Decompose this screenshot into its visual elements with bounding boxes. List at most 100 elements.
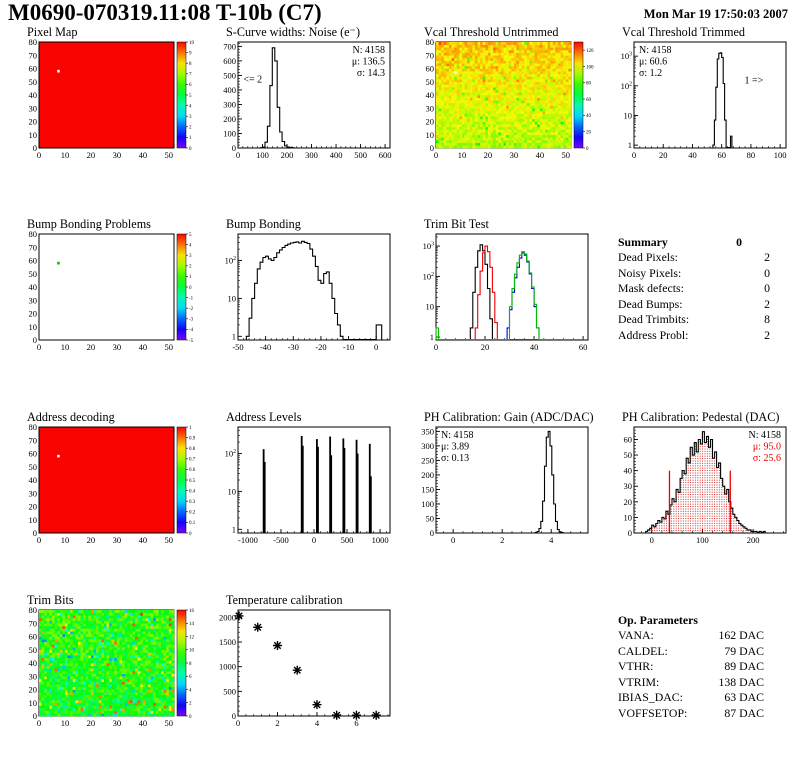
svg-text:20: 20 (426, 117, 435, 127)
chart-title: S-Curve widths: Noise (e⁻) (226, 25, 361, 39)
svg-text:0: 0 (430, 528, 434, 538)
svg-text:μ: 60.6: μ: 60.6 (639, 57, 667, 68)
svg-text:50: 50 (29, 462, 38, 472)
svg-text:100: 100 (421, 499, 434, 509)
summary-grade: 0 (736, 235, 742, 249)
chart-title: Trim Bit Test (424, 217, 489, 231)
summary-header: Summary 0 (618, 234, 770, 250)
svg-text:0.6: 0.6 (189, 468, 196, 473)
svg-text:20: 20 (29, 685, 38, 695)
svg-text:60: 60 (29, 632, 38, 642)
svg-text:30: 30 (29, 103, 38, 113)
svg-text:300: 300 (223, 99, 236, 109)
svg-text:0.3: 0.3 (189, 500, 196, 505)
panel-ph-gain: PH Calibration: Gain (ADC/DAC) 0 2 4 0 50 100… (398, 411, 597, 563)
summary-row-value: 0 (764, 281, 770, 296)
svg-text:10: 10 (29, 698, 38, 708)
summary-row-value: 8 (764, 312, 770, 327)
svg-text:40: 40 (688, 150, 697, 160)
svg-text:1: 1 (189, 426, 192, 431)
svg-text:102: 102 (225, 256, 237, 266)
trim-bit-test-chart: 0 20 40 60 1 10 102 103 (398, 231, 597, 369)
svg-text:70: 70 (29, 435, 38, 445)
svg-text:500: 500 (354, 150, 367, 160)
svg-text:0: 0 (312, 535, 316, 545)
svg-text:3: 3 (189, 115, 192, 120)
svg-text:8: 8 (189, 62, 192, 67)
svg-text:60: 60 (586, 98, 592, 103)
summary-row-value: 2 (764, 296, 770, 311)
svg-text:N: 4158: N: 4158 (353, 45, 386, 56)
svg-text:10: 10 (29, 322, 38, 332)
param-label: IBIAS_DAC: (618, 690, 683, 705)
panel-address-levels: Address Levels -1000 -500 0 500 1000 1 10 102 (200, 411, 399, 563)
chart-title: PH Calibration: Pedestal (DAC) (622, 410, 780, 424)
svg-text:-10: -10 (343, 342, 354, 352)
svg-text:50: 50 (426, 513, 435, 523)
svg-text:1: 1 (189, 275, 192, 280)
param-value: 89 DAC (724, 659, 764, 674)
svg-text:20: 20 (87, 535, 96, 545)
svg-text:0: 0 (434, 150, 438, 160)
svg-text:0: 0 (33, 143, 37, 153)
param-label: VANA: (618, 628, 654, 642)
chart-title: Temperature calibration (226, 593, 343, 607)
param-row: VANA: 162 DAC (618, 628, 764, 644)
scurve-noise-canvas: 0 100 200 300 400 500 600 0 100 200 300 400 500 600 70… (223, 41, 391, 160)
svg-text:0.1: 0.1 (189, 521, 196, 526)
svg-text:0: 0 (374, 342, 378, 352)
svg-text:-5: -5 (189, 339, 194, 344)
svg-text:40: 40 (29, 658, 38, 668)
panel-trim-bits: Trim Bits 0 10 20 30 40 50 0 10 20 30 40 50 60 70 80 0 2… (1, 594, 200, 746)
svg-text:2: 2 (189, 265, 192, 270)
svg-text:40: 40 (530, 342, 539, 352)
svg-text:40: 40 (536, 150, 545, 160)
svg-text:50: 50 (624, 450, 633, 460)
summary-row-label: Noisy Pixels: (618, 265, 682, 280)
svg-text:20: 20 (29, 117, 38, 127)
svg-text:50: 50 (29, 645, 38, 655)
summary-row-label: Mask defects: (618, 281, 684, 296)
summary-row: Mask defects: 0 (618, 281, 770, 297)
svg-text:0: 0 (586, 147, 589, 152)
param-row: CALDEL: 79 DAC (618, 644, 764, 660)
svg-text:σ: 0.13: σ: 0.13 (441, 453, 469, 464)
op-parameters-header: Op. Parameters (618, 612, 764, 628)
svg-text:100: 100 (774, 150, 787, 160)
svg-text:10: 10 (61, 535, 70, 545)
chart-title: Vcal Threshold Untrimmed (424, 25, 559, 39)
svg-text:40: 40 (139, 150, 148, 160)
svg-text:σ: 1.2: σ: 1.2 (639, 68, 662, 79)
svg-text:3: 3 (189, 254, 192, 259)
svg-text:0: 0 (189, 532, 192, 537)
bump-bonding-problems-canvas: 0 10 20 30 40 50 0 10 20 30 40 50 60 70 80 -5 -4 -3 -2 -1 0 1… (29, 229, 194, 352)
param-label: VOFFSETOP: (618, 705, 688, 720)
svg-text:400: 400 (223, 85, 236, 95)
svg-text:20: 20 (87, 150, 96, 160)
svg-text:0.8: 0.8 (189, 447, 196, 452)
panel-vcal-trimmed: Vcal Threshold Trimmed 0 20 40 60 80 100 1 10 10… (596, 26, 795, 178)
svg-text:0: 0 (232, 143, 236, 153)
panel-vcal-untrimmed: Vcal Threshold Untrimmed 0 10 20 30 40 50 0 10 2… (398, 26, 597, 178)
svg-text:300: 300 (421, 441, 434, 451)
svg-text:80: 80 (586, 82, 592, 87)
chart-title: Bump Bonding Problems (27, 217, 151, 231)
svg-text:0: 0 (37, 535, 41, 545)
svg-text:0: 0 (434, 342, 438, 352)
param-value: 87 DAC (724, 705, 764, 720)
svg-text:2: 2 (500, 535, 504, 545)
svg-text:10: 10 (61, 718, 70, 728)
svg-text:0: 0 (37, 718, 41, 728)
svg-text:20: 20 (29, 309, 38, 319)
summary-row-label: Dead Pixels: (618, 250, 678, 264)
param-row: VTHR: 89 DAC (618, 659, 764, 675)
svg-text:σ: 14.3: σ: 14.3 (357, 68, 385, 79)
svg-text:40: 40 (29, 90, 38, 100)
panel-bump-bonding: Bump Bonding -50 -40 -30 -20 -10 0 1 10 102 (200, 218, 399, 370)
svg-text:40: 40 (139, 718, 148, 728)
chart-title: Trim Bits (27, 593, 74, 607)
param-row: IBIAS_DAC: 63 DAC (618, 690, 764, 706)
svg-text:1: 1 (232, 524, 236, 534)
svg-text:30: 30 (624, 481, 633, 491)
